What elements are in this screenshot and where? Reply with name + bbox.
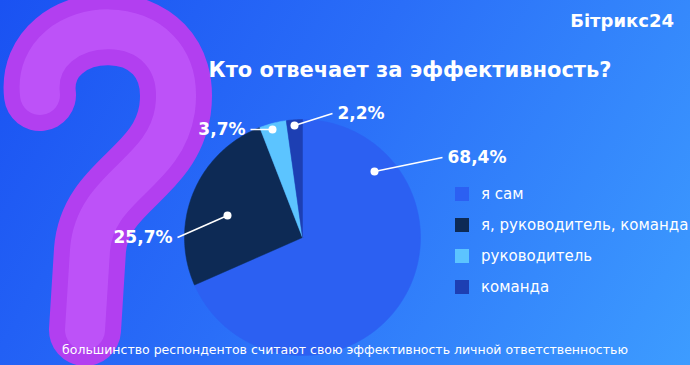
svg-text:3,7%: 3,7% xyxy=(198,119,245,139)
html-text:руководитель: руководитель xyxy=(481,246,593,265)
html-text:я сам: я сам xyxy=(481,184,524,203)
html-text:команда: команда xyxy=(481,277,550,296)
svg-text:25,7%: 25,7% xyxy=(114,227,173,247)
html-text:Кто отвечает за эффективность?: Кто отвечает за эффективность? xyxy=(208,58,612,82)
html-text:Бітрикс24: Бітрикс24 xyxy=(570,10,674,31)
html-text:я, руководитель, команда: я, руководитель, команда xyxy=(481,215,689,234)
html-text:большинство респондентов счита: большинство респондентов считают свою эф… xyxy=(62,342,628,357)
svg-text:2,2%: 2,2% xyxy=(338,103,385,123)
svg-text:68,4%: 68,4% xyxy=(448,147,507,167)
